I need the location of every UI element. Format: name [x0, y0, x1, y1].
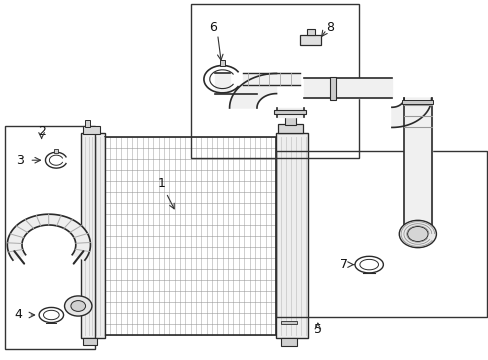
Bar [306, 29, 315, 35]
Bar [219, 60, 225, 66]
Bar [83, 338, 97, 345]
Bar [54, 149, 58, 153]
Circle shape [398, 220, 435, 248]
Circle shape [64, 296, 92, 316]
Text: 5: 5 [313, 323, 321, 336]
Bar [84, 120, 90, 127]
Circle shape [407, 226, 427, 242]
Bar [276, 133, 307, 338]
Bar [299, 35, 321, 45]
Text: 1: 1 [157, 177, 174, 209]
Bar [276, 151, 486, 317]
Text: 4: 4 [15, 309, 22, 321]
Text: 6: 6 [208, 21, 216, 34]
Bar [81, 133, 105, 338]
Text: 7: 7 [339, 258, 347, 271]
Bar [330, 77, 336, 100]
Text: 3: 3 [16, 154, 23, 167]
Circle shape [71, 301, 85, 311]
Bar [278, 124, 302, 133]
Text: 2: 2 [38, 125, 45, 138]
Bar [281, 338, 296, 346]
Bar [273, 110, 305, 114]
Polygon shape [7, 214, 90, 260]
Bar [284, 116, 295, 125]
Bar [401, 100, 432, 104]
Bar [281, 321, 296, 324]
Polygon shape [391, 98, 430, 127]
Bar [105, 137, 276, 335]
Bar [190, 4, 359, 158]
Bar [5, 126, 95, 349]
Text: 8: 8 [325, 21, 333, 33]
Bar [83, 126, 100, 134]
Polygon shape [229, 73, 276, 108]
